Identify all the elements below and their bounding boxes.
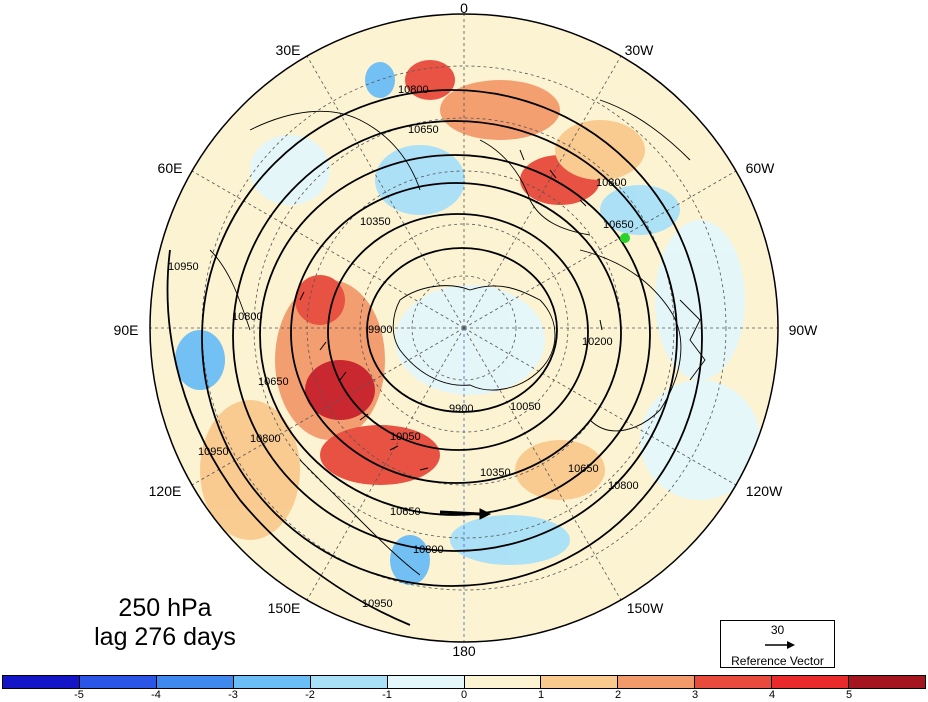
colorbar-segment	[540, 676, 618, 688]
lon-label-60e: 60E	[157, 160, 183, 176]
contour-label: 10650	[603, 219, 634, 231]
contour-label: 9900	[449, 403, 473, 415]
contour-label: 10800	[596, 177, 627, 189]
colorbar-tick-label: -1	[382, 689, 392, 701]
lon-label-120w: 120W	[745, 483, 783, 499]
contour-label: 10800	[608, 480, 639, 492]
lon-label-90e: 90E	[113, 322, 139, 338]
lon-label-0: 0	[460, 0, 468, 16]
colorbar-segment	[848, 676, 926, 688]
coastlines	[209, 99, 706, 576]
contour-label: 10650	[390, 506, 421, 518]
title-line-lag: lag 276 days	[94, 623, 236, 651]
contour-label: 10800	[250, 433, 281, 445]
colorbar-tick-label: -3	[228, 689, 238, 701]
contour-label: 10050	[390, 431, 421, 443]
colorbar-segment	[463, 676, 541, 688]
lon-label-60w: 60W	[745, 160, 775, 176]
colorbar-tick-label: 0	[460, 689, 468, 701]
contour-label: 10350	[360, 216, 391, 228]
colorbar-segment	[155, 676, 233, 688]
colorbar-tick-label: 2	[614, 689, 622, 701]
colorbar-tick-label: -2	[305, 689, 315, 701]
contour-label: 10650	[258, 376, 289, 388]
contour-label: 10800	[398, 84, 429, 96]
lon-label-180: 180	[452, 643, 476, 659]
colorbar-segment	[617, 676, 695, 688]
colorbar-tick-label: 5	[845, 689, 853, 701]
lon-label-150w: 150W	[626, 600, 664, 616]
contour-label: 10050	[510, 401, 541, 413]
contour-label: 10950	[168, 261, 199, 273]
colorbar-segment	[771, 676, 849, 688]
lon-label-150e: 150E	[267, 600, 301, 616]
colorbar-tick-label: 3	[691, 689, 699, 701]
contour-label: 10650	[568, 463, 599, 475]
contour-labels: 10800 10650 10350 10800 10650 10800 1065…	[168, 84, 639, 610]
colorbar-segment	[309, 676, 387, 688]
lon-label-30w: 30W	[624, 42, 654, 58]
contour-label: 9900	[368, 324, 392, 336]
map-boundary	[149, 13, 779, 643]
lon-label-90w: 90W	[788, 322, 818, 338]
lon-label-120e: 120E	[148, 483, 182, 499]
contour-label: 10650	[408, 124, 439, 136]
colorbar	[2, 675, 926, 689]
reference-vector-label: Reference Vector	[731, 654, 824, 668]
colorbar-tick-label: 4	[768, 689, 776, 701]
height-contours	[166, 89, 703, 626]
colorbar-segment	[3, 676, 79, 688]
contour-label: 10350	[480, 467, 511, 479]
colorbar-segment	[232, 676, 310, 688]
contour-label: 10200	[582, 336, 613, 348]
colorbar-segment	[386, 676, 464, 688]
wind-vectors	[299, 149, 603, 520]
lon-label-30e: 30E	[275, 42, 301, 58]
reference-vector-box: 30 Reference Vector	[720, 620, 835, 668]
colorbar-segment	[78, 676, 156, 688]
colorbar-segment	[694, 676, 772, 688]
colorbar-tick-label: -5	[74, 689, 84, 701]
contour-label: 10800	[413, 544, 444, 556]
contour-label: 10950	[362, 598, 393, 610]
title-line-level: 250 hPa	[118, 594, 212, 622]
contour-label: 10950	[198, 446, 229, 458]
reference-vector-magnitude: 30	[770, 623, 785, 637]
contour-label: 10800	[232, 311, 263, 323]
reference-arrow-icon	[765, 641, 795, 649]
map-title: 250 hPa lag 276 days	[60, 594, 270, 652]
location-marker	[620, 233, 630, 243]
colorbar-tick-label: -4	[151, 689, 161, 701]
colorbar-tick-label: 1	[537, 689, 545, 701]
